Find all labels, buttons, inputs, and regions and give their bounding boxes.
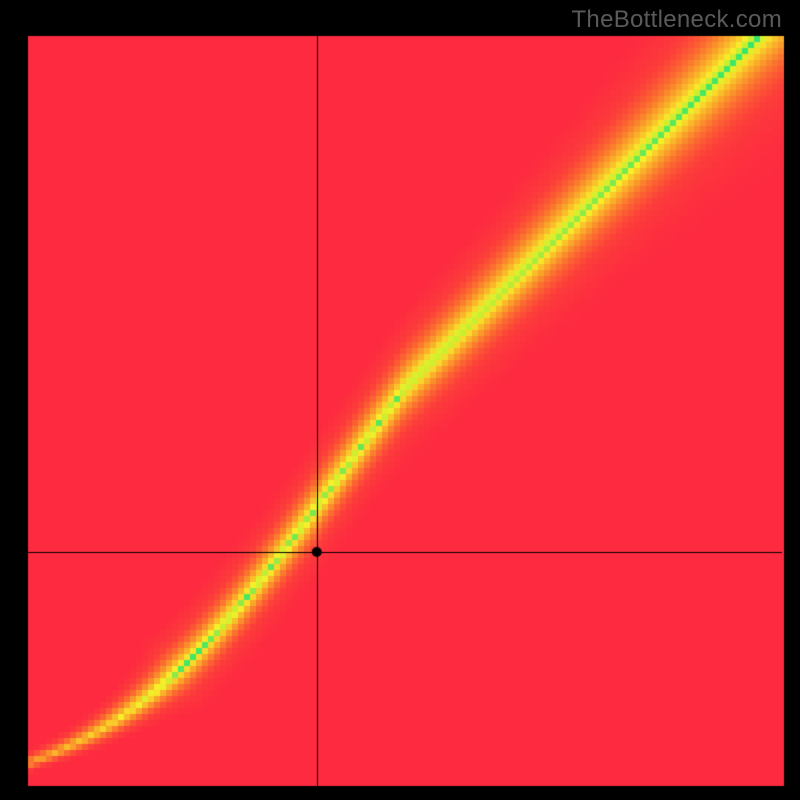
watermark-text: TheBottleneck.com <box>571 6 782 34</box>
chart-container: TheBottleneck.com <box>0 0 800 800</box>
crosshair-overlay <box>0 0 800 800</box>
